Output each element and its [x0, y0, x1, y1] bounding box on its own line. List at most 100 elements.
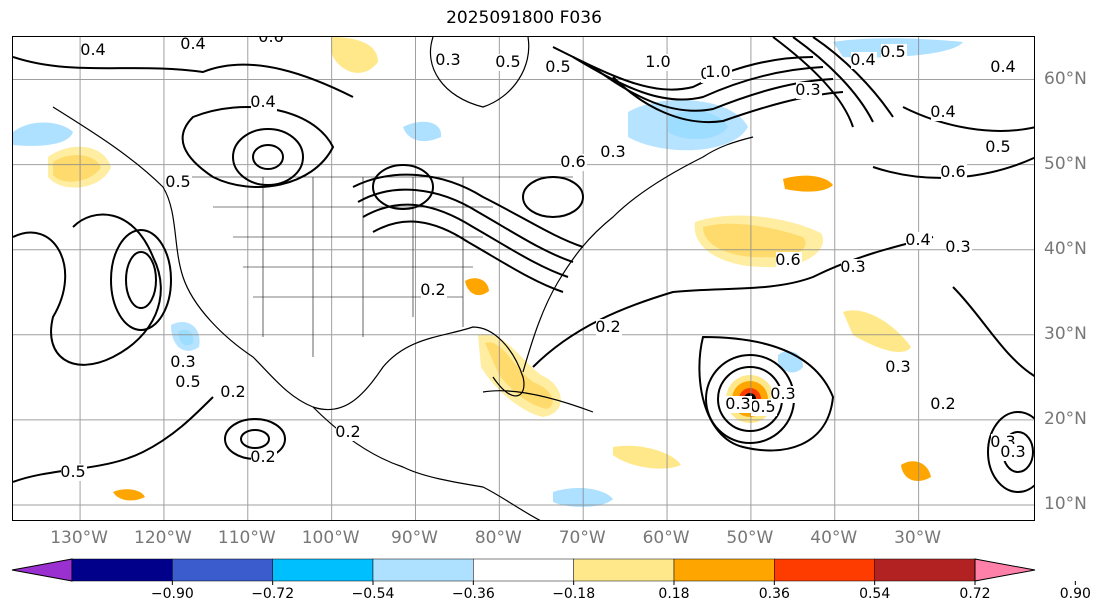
contour-label: 0.2 [250, 447, 275, 466]
colorbar-segment [774, 558, 875, 582]
contour-label: 0.2 [420, 280, 445, 299]
contour-label-bg [881, 44, 907, 61]
contour-label-bg [776, 252, 802, 269]
borders [173, 176, 573, 357]
lon-tick-label: 70°W [558, 528, 606, 548]
contour-label: 0.2 [595, 317, 620, 336]
contour-label: 1.0 [645, 52, 670, 71]
contour-label-bg [646, 54, 672, 71]
lat-tick-label: 50°N [1044, 153, 1087, 174]
contour-label-bg [751, 399, 777, 416]
contour-label: 0.5 [545, 57, 570, 76]
contour-label-bg [946, 239, 972, 256]
contour-label-bg [851, 52, 877, 69]
lat-tick-label: 60°N [1044, 68, 1087, 89]
colorbar-tick-label: −0.36 [451, 586, 495, 602]
contour-label: 0.6 [775, 250, 800, 269]
coastlines [52, 37, 754, 520]
shade-hudson-lightblue [403, 121, 442, 142]
map-title: 2025091800 F036 [446, 8, 602, 28]
coastline-gulf [312, 326, 525, 411]
shade-gulf-yellow [478, 334, 561, 417]
lon-tick-label: 120°W [134, 528, 192, 548]
contour-label: 0.3 [170, 352, 195, 371]
lat-tick-label: 40°N [1044, 238, 1087, 259]
contour-label-bg [906, 232, 932, 249]
contour-label: 0.3 [435, 50, 460, 69]
contour-label-bg [436, 52, 462, 69]
lon-tick-label: 90°W [391, 528, 438, 548]
colorbar-tick-label: −0.18 [552, 586, 596, 602]
coastline-na-east [522, 136, 754, 373]
lat-tick-label: 30°N [1044, 323, 1087, 344]
contour-label-bg [221, 384, 247, 401]
shade-wpac-lightblue [171, 321, 200, 351]
contour-label-bg [941, 164, 967, 181]
contour-label: 0.5 [880, 42, 905, 61]
coastline-cuba [482, 390, 594, 413]
contour-label-bg [421, 282, 447, 299]
contour-label: 0.3 [770, 384, 795, 403]
shade-atlantic-yellow [694, 215, 824, 268]
contour-label: 0.4 [180, 37, 205, 53]
contour-label-bg [841, 259, 867, 276]
contour-label-bg [561, 154, 587, 171]
contour-label: 0.5 [165, 172, 190, 191]
contour-label-bg [181, 37, 207, 53]
colorbar-segment [473, 558, 574, 582]
contour-label: 0.4 [80, 40, 105, 59]
colorbar-segment [172, 558, 273, 582]
shade-east-yellow [843, 310, 911, 352]
contour-label-bg [886, 359, 912, 376]
contour-label: 0.3 [840, 257, 865, 276]
contour-label-bg [166, 174, 192, 191]
contour-label: 0.5 [985, 137, 1010, 156]
contour-label: 0.6 [258, 37, 283, 46]
coastline-hudson [429, 37, 530, 108]
colorbar-tick-label: −0.54 [351, 586, 395, 602]
shade-pr-yellow [613, 445, 681, 469]
contour-label: 0.4 [850, 50, 875, 69]
contour-label: 0.3 [600, 142, 625, 161]
contour-label: 0.5 [175, 372, 200, 391]
contour-label: 0.4 [930, 102, 955, 121]
contour-label: 0.4 [905, 230, 930, 249]
lon-tick-label: 100°W [301, 528, 360, 548]
colorbar-extend-low [11, 558, 73, 582]
lon-tick-label: 60°W [642, 528, 690, 548]
contour-label-bg [986, 139, 1012, 156]
contour-label: 0.3 [1000, 442, 1025, 461]
contour-label: 0.3 [945, 237, 970, 256]
shade-lab-lightblue [628, 100, 748, 151]
shade-se-orange [465, 278, 489, 296]
colorbar-segment [272, 558, 374, 582]
colorbar-extend-high [974, 558, 1036, 582]
contour-label: 0.2 [930, 394, 955, 413]
contour-label: 0.3 [795, 80, 820, 99]
colorbar-tick-label: 0.72 [959, 586, 991, 602]
colorbar-tick-label: −0.72 [251, 586, 295, 602]
contour-label-bg [596, 319, 622, 336]
contour-label-bg [546, 59, 572, 76]
contour-label: 0.5 [750, 397, 775, 416]
shade-pac2-orange [113, 489, 145, 501]
colorbar-segment [673, 558, 775, 582]
lon-tick-label: 130°W [50, 528, 108, 548]
contour-label-bg [61, 464, 87, 481]
colorbar-tick-label: 0.54 [859, 586, 891, 602]
contour-label-bg [991, 59, 1017, 76]
map-panel: 0.40.40.60.30.50.51.00.50.40.50.30.61.00… [12, 36, 1035, 521]
contour-label: 0.5 [60, 462, 85, 481]
map-canvas: 0.40.40.60.30.50.51.00.50.40.50.30.61.00… [13, 37, 1034, 520]
colorbar-segment [71, 558, 173, 582]
contours [13, 37, 1034, 493]
contour-label: 0.3 [725, 394, 750, 413]
lat-tick-label: 10°N [1044, 493, 1087, 514]
contour-label-bg [251, 449, 277, 466]
contour-label-bg [931, 104, 957, 121]
contour-label-bg [796, 82, 822, 99]
contour-label: 0.2 [335, 422, 360, 441]
lon-tick-label: 40°W [810, 528, 858, 548]
shade-ne-orange [783, 175, 833, 192]
colorbar-segment [372, 558, 474, 582]
